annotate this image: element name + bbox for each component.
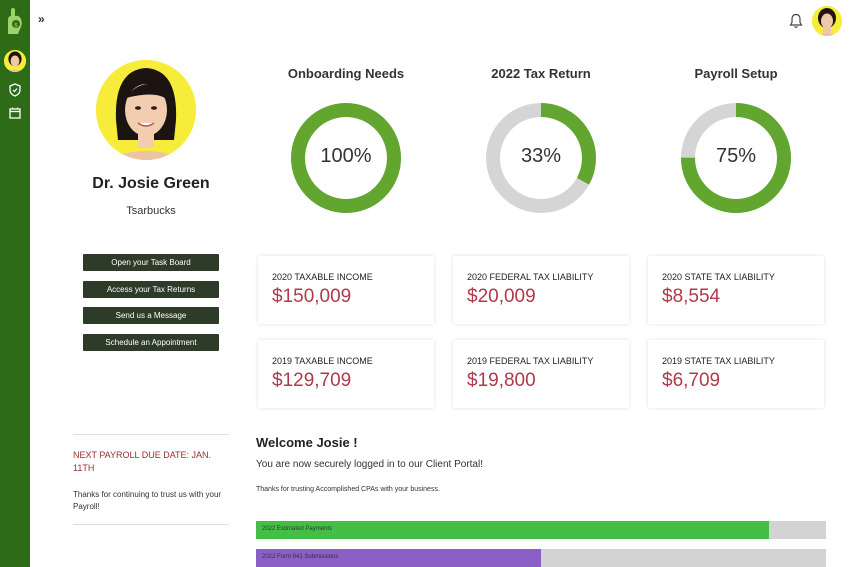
avatar-portrait-icon <box>812 6 842 36</box>
payroll-thanks-text: Thanks for continuing to trust us with y… <box>73 490 222 511</box>
money-hand-icon: $ <box>8 8 22 34</box>
profile-company: Tsarbucks <box>126 205 176 217</box>
stat-card-label: 2020 STATE TAX LIABILITY <box>662 272 775 282</box>
donut-arc-onboarding <box>291 103 401 213</box>
stat-card: 2020 FEDERAL TAX LIABILITY $20,009 <box>453 256 629 324</box>
svg-text:$: $ <box>14 22 18 29</box>
stat-card-value: $19,800 <box>467 370 536 391</box>
welcome-title: Welcome Josie ! <box>256 435 358 450</box>
access-tax-returns-button[interactable]: Access your Tax Returns <box>83 281 219 298</box>
user-avatar[interactable] <box>812 6 842 36</box>
stat-card-value: $6,709 <box>662 370 721 391</box>
welcome-message: You are now securely logged in to our Cl… <box>256 459 483 470</box>
logo[interactable]: $ <box>0 0 30 42</box>
sidebar-avatar[interactable] <box>4 50 26 72</box>
payroll-due-date: NEXT PAYROLL DUE DATE: JAN. 11TH <box>73 450 212 473</box>
donut-percent-tax-return: 33% <box>520 145 562 167</box>
shield-icon[interactable] <box>8 83 22 97</box>
expand-sidebar-button[interactable]: » <box>38 12 45 26</box>
sidebar <box>0 42 30 567</box>
stat-card: 2020 STATE TAX LIABILITY $8,554 <box>648 256 824 324</box>
donut-arc-payroll <box>681 103 791 213</box>
calendar-icon[interactable] <box>8 106 22 120</box>
stat-card-label: 2019 STATE TAX LIABILITY <box>662 356 775 366</box>
stat-card-label: 2019 TAXABLE INCOME <box>272 356 373 366</box>
stat-card-value: $8,554 <box>662 286 721 307</box>
progress-label: 2022 Form 941 Submissions <box>262 554 339 560</box>
progress-fill <box>256 549 541 567</box>
schedule-appointment-button[interactable]: Schedule an Appointment <box>83 334 219 351</box>
progress-bar-estimated-payments: 2022 Estimated Payments <box>256 521 826 539</box>
donut-percent-onboarding: 100% <box>320 145 372 167</box>
profile-name: Dr. Josie Green <box>92 175 210 192</box>
donut-chart-onboarding <box>291 103 401 213</box>
stat-card: 2020 TAXABLE INCOME $150,009 <box>258 256 434 324</box>
send-message-button[interactable]: Send us a Message <box>83 307 219 324</box>
stat-card: 2019 STATE TAX LIABILITY $6,709 <box>648 340 824 408</box>
welcome-thanks: Thanks for trusting Accomplished CPAs wi… <box>256 486 440 493</box>
donut-chart-tax-return <box>486 103 596 213</box>
avatar-portrait-icon <box>4 50 26 72</box>
donut-arc-tax-return <box>486 103 596 213</box>
profile-portrait-icon <box>96 60 196 160</box>
stat-card: 2019 TAXABLE INCOME $129,709 <box>258 340 434 408</box>
progress-bar-941-submissions: 2022 Form 941 Submissions <box>256 549 826 567</box>
stat-card-value: $20,009 <box>467 286 536 307</box>
stat-card-value: $129,709 <box>272 370 352 391</box>
donut-percent-payroll: 75% <box>715 145 757 167</box>
bell-icon[interactable] <box>788 13 804 29</box>
profile-photo <box>96 60 196 160</box>
stat-card-value: $150,009 <box>272 286 352 307</box>
top-bar: $ » <box>0 0 850 42</box>
donut-chart-payroll <box>681 103 791 213</box>
donut-title-onboarding: Onboarding Needs <box>287 66 405 81</box>
open-task-board-button[interactable]: Open your Task Board <box>83 254 219 271</box>
payroll-panel: NEXT PAYROLL DUE DATE: JAN. 11TH Thanks … <box>73 434 229 525</box>
stat-card-label: 2020 FEDERAL TAX LIABILITY <box>467 272 594 282</box>
progress-label: 2022 Estimated Payments <box>262 526 333 532</box>
stat-card: 2019 FEDERAL TAX LIABILITY $19,800 <box>453 340 629 408</box>
donut-title-tax-return: 2022 Tax Return <box>491 66 591 81</box>
stat-card-label: 2019 FEDERAL TAX LIABILITY <box>467 356 594 366</box>
progress-fill <box>256 521 769 539</box>
donut-title-payroll: Payroll Setup <box>694 66 778 81</box>
stat-card-label: 2020 TAXABLE INCOME <box>272 272 373 282</box>
